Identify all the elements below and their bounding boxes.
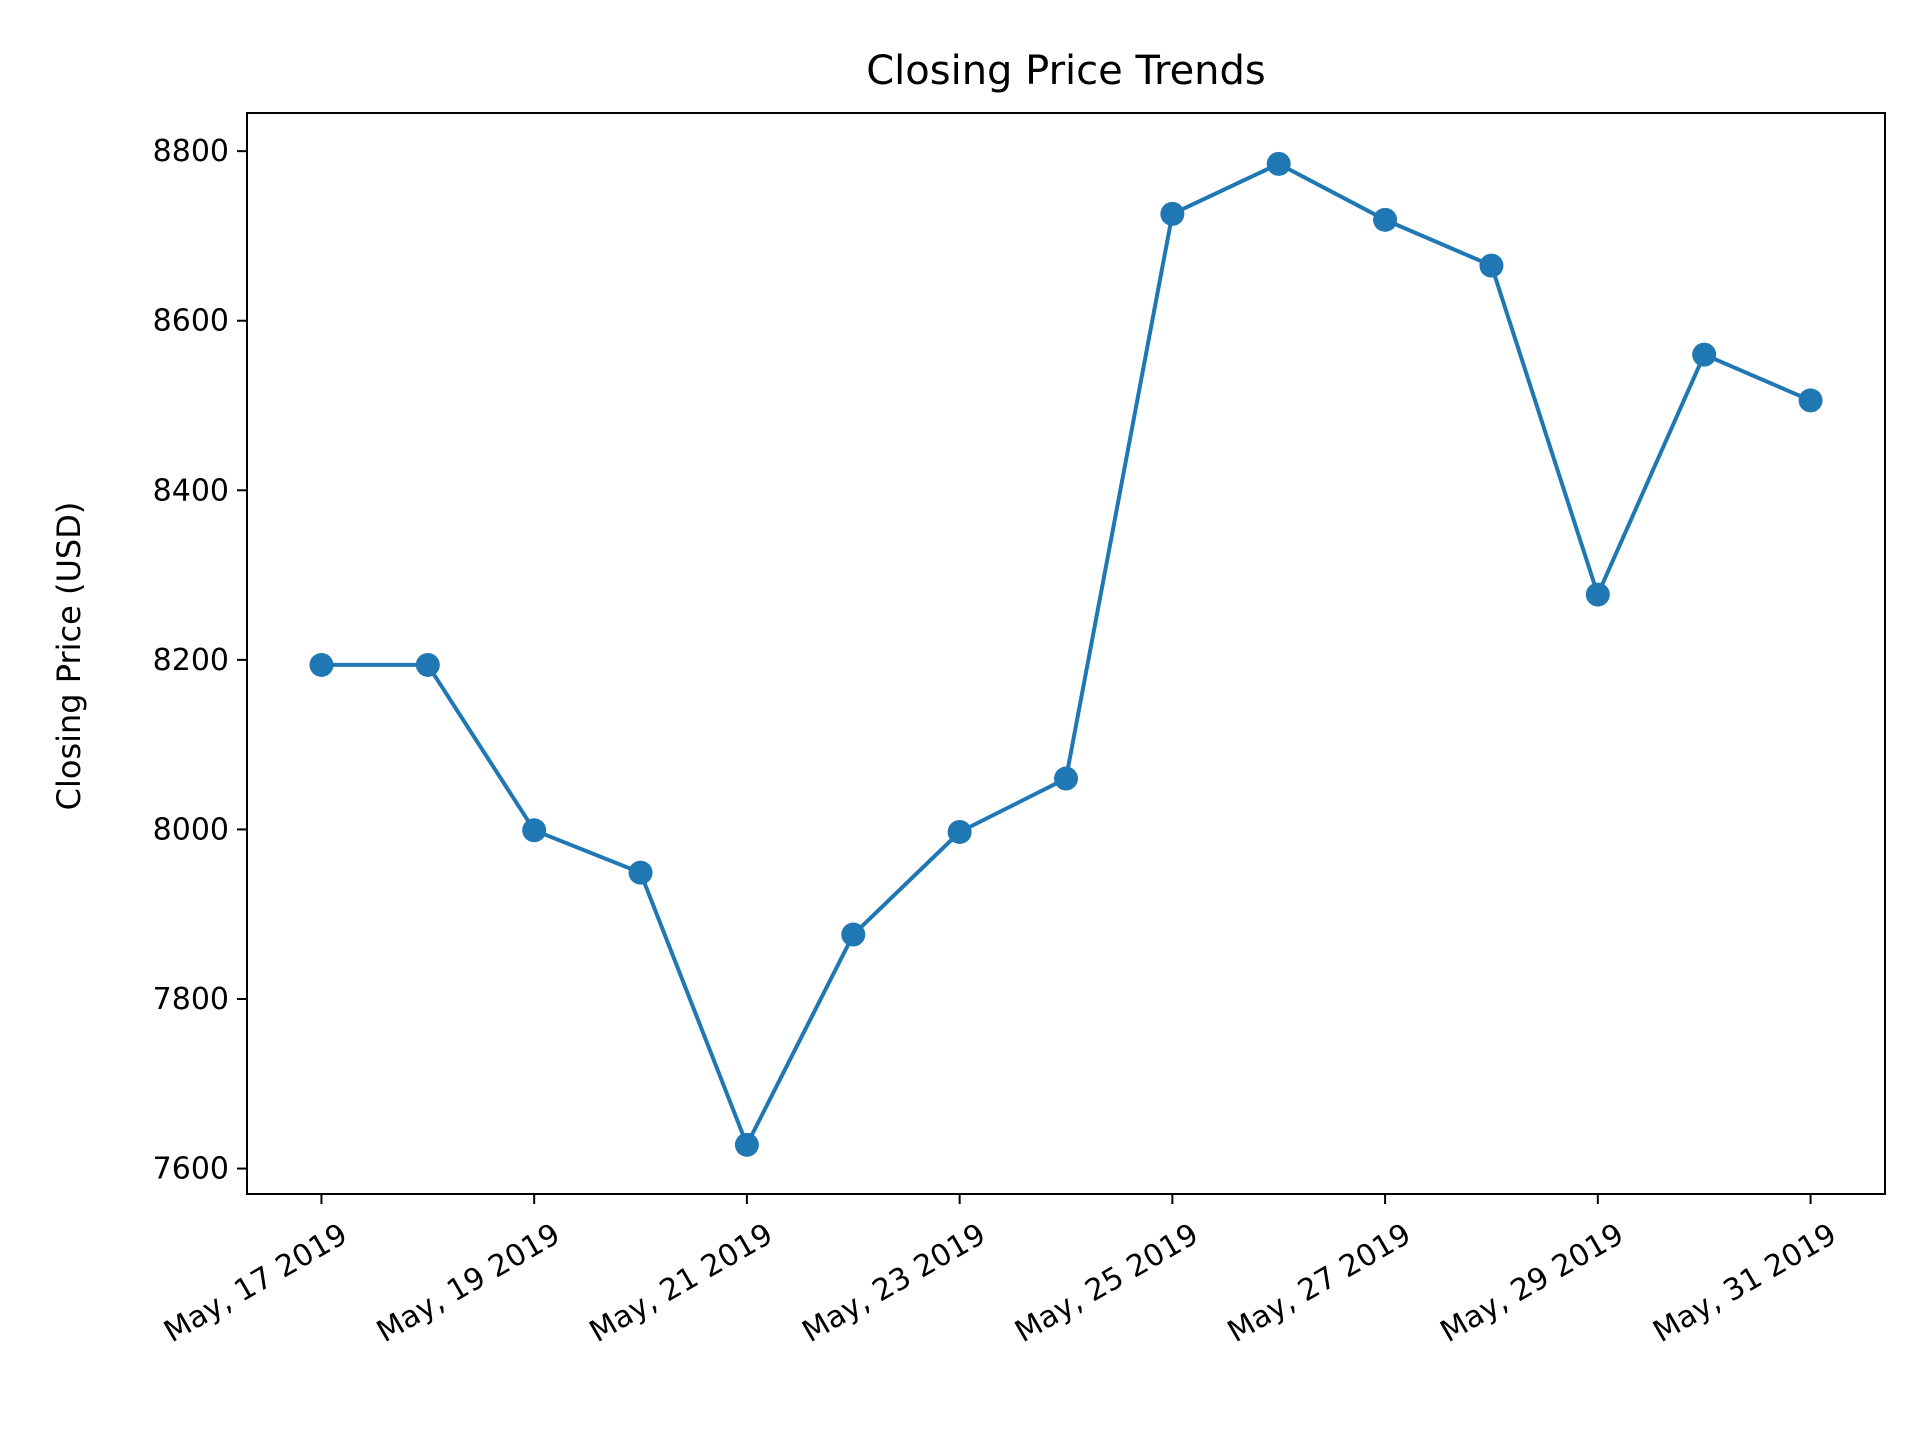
plot-area: 7600 7800 8000 8200 8400 8600 8800 May, 17 2019…	[153, 134, 1843, 1350]
data-point	[841, 922, 866, 947]
data-point	[947, 819, 972, 844]
y-tick-label: 8400	[153, 473, 229, 508]
y-tick-label: 7800	[153, 982, 229, 1017]
y-axis-label: Closing Price (USD)	[50, 502, 88, 811]
y-tick-label: 8800	[153, 134, 229, 169]
x-tick-label: May, 25 2019	[1009, 1217, 1204, 1350]
y-tick-label: 8600	[153, 304, 229, 339]
data-point	[1798, 388, 1823, 413]
x-tick-label: May, 27 2019	[1222, 1217, 1417, 1350]
chart-title: Closing Price Trends	[866, 48, 1266, 94]
x-tick-label: May, 29 2019	[1435, 1217, 1630, 1350]
data-point	[1373, 207, 1398, 232]
x-tick-label: May, 23 2019	[796, 1217, 991, 1350]
data-point	[1054, 766, 1078, 791]
plot-frame	[246, 112, 1886, 1195]
y-tick-label: 8000	[153, 812, 229, 847]
data-point	[628, 860, 653, 885]
x-tick-label: May, 31 2019	[1647, 1217, 1842, 1350]
series-line	[321, 161, 1812, 1147]
x-tick-label: May, 19 2019	[371, 1217, 566, 1350]
x-tick-label: May, 17 2019	[158, 1217, 353, 1350]
data-point	[415, 652, 440, 677]
y-tick-label: 8200	[153, 643, 229, 678]
data-point	[1266, 151, 1291, 176]
data-point	[1585, 582, 1610, 607]
data-point	[734, 1132, 759, 1157]
data-point	[1692, 342, 1717, 367]
data-point	[309, 652, 334, 677]
data-point	[1479, 253, 1504, 278]
y-tick-label: 7600	[153, 1152, 229, 1187]
data-point	[522, 818, 547, 843]
data-point	[1160, 201, 1185, 226]
x-tick-label: May, 21 2019	[584, 1217, 779, 1350]
